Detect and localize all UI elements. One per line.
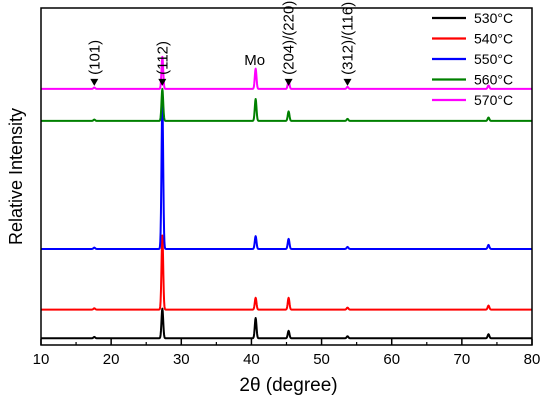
series-line-2 <box>40 101 533 250</box>
y-axis-title: Relative Intensity <box>6 108 26 245</box>
peak-label-4: (312)/(116) <box>340 2 357 75</box>
legend: 530°C 540°C 550°C 560°C 570°C <box>432 10 513 108</box>
peak-marker-1 <box>158 78 167 86</box>
x-tick-label-0: 10 <box>33 351 50 368</box>
peak-label-0: (101) <box>86 40 103 75</box>
legend-label-3: 560°C <box>474 72 513 88</box>
peak-marker-3 <box>284 78 293 86</box>
x-tick-label-2: 30 <box>173 351 190 368</box>
series-line-3 <box>40 87 533 122</box>
x-tick-label-6: 70 <box>454 351 471 368</box>
x-tick-label-7: 80 <box>524 351 541 368</box>
x-tick-label-1: 20 <box>103 351 120 368</box>
legend-label-1: 540°C <box>474 31 513 47</box>
x-tick-label-5: 60 <box>383 351 400 368</box>
legend-label-2: 550°C <box>474 51 513 67</box>
tick-layer: 10 20 30 40 50 60 70 80 <box>33 339 541 368</box>
series-layer <box>40 55 533 340</box>
x-tick-label-3: 40 <box>243 351 260 368</box>
series-line-4 <box>40 55 533 90</box>
x-tick-label-4: 50 <box>313 351 330 368</box>
legend-label-4: 570°C <box>474 92 513 108</box>
series-line-0 <box>40 307 533 340</box>
peak-marker-4 <box>343 78 352 86</box>
peak-label-3: (204)/(220) <box>281 1 298 75</box>
peak-label-1: (112) <box>154 41 171 75</box>
peak-marker-0 <box>90 78 99 86</box>
legend-label-0: 530°C <box>474 10 513 26</box>
x-axis-title: 2θ (degree) <box>239 375 337 396</box>
series-line-1 <box>40 234 533 311</box>
annotation-layer: (101) (112) Mo (204)/(220) (312)/(116) <box>86 1 357 86</box>
peak-label-2: Mo <box>244 52 265 69</box>
